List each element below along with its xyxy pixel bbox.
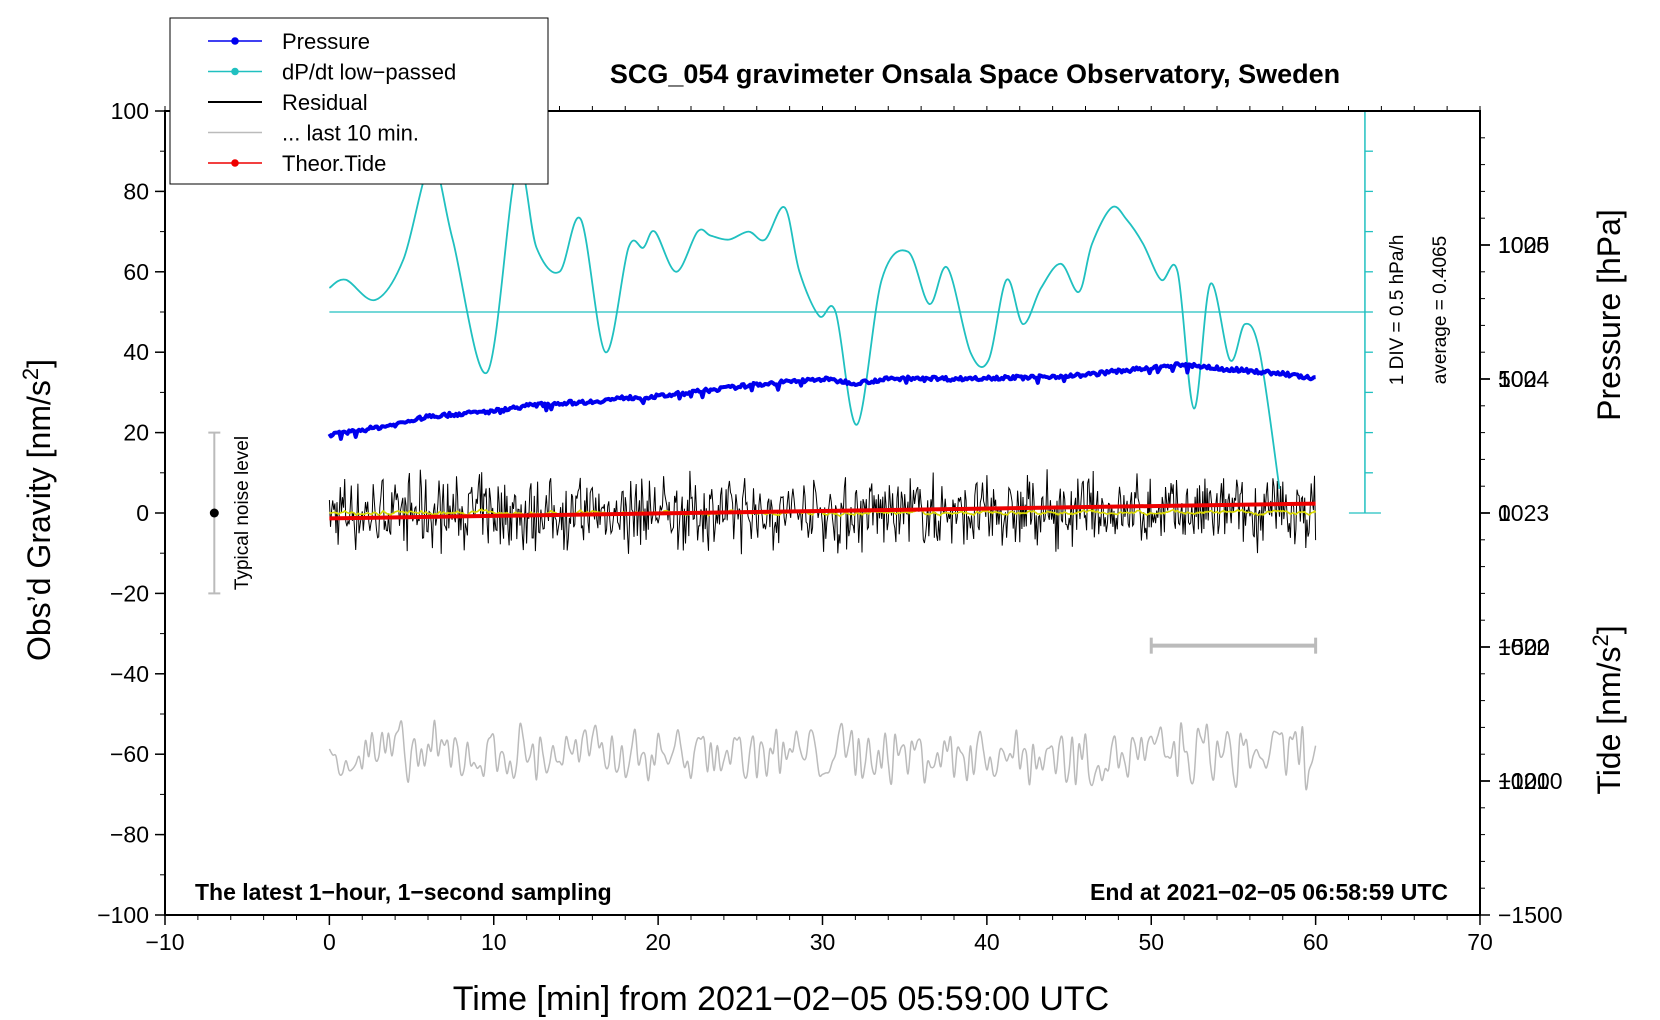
x-axis-label: Time [min] from 2021−02−05 05:59:00 UTC <box>453 980 1109 1018</box>
y-tick-label: −80 <box>110 822 149 848</box>
series-residual <box>328 469 1317 555</box>
y-tick-label: 60 <box>123 259 149 285</box>
x-tick-label: 70 <box>1467 929 1493 955</box>
tide-tick-label: 0 <box>1498 500 1511 526</box>
y-tick-label: 0 <box>136 500 149 526</box>
x-tick-label: 10 <box>481 929 507 955</box>
tide-tick-label: 1000 <box>1498 232 1549 258</box>
pressure-tick-label: 1022 <box>1498 634 1549 660</box>
annotation-sampling: The latest 1−hour, 1−second sampling <box>195 879 612 905</box>
pressure-tick-label: 1024 <box>1498 366 1549 392</box>
tide-tick-label: −1500 <box>1498 902 1563 928</box>
y-axis-label-tide: Tide [nm/s2] <box>1588 625 1627 794</box>
chart-title: SCG_054 gravimeter Onsala Space Observat… <box>610 59 1340 89</box>
pressure-tick-label: 1023 <box>1498 500 1549 526</box>
y-axis-label-pressure: Pressure [hPa] <box>1591 209 1627 421</box>
series-last-10-min <box>328 719 1317 791</box>
average-label: average = 0.4065 <box>1430 236 1451 384</box>
x-tick-label: 0 <box>323 929 336 955</box>
y-tick-label: 20 <box>123 420 149 446</box>
div-scale-label: 1 DIV = 0.5 hPa/h <box>1387 235 1408 386</box>
y-axis-label-gravity: Obs’d Gravity [nm/s2] <box>18 359 57 661</box>
legend: Pressure dP/dt low−passed Residual ... last… <box>169 17 549 185</box>
series-pressure <box>327 361 1316 441</box>
pressure-tick-label: 1025 <box>1498 232 1549 258</box>
legend-marker <box>231 37 239 45</box>
x-tick-label: 60 <box>1303 929 1329 955</box>
y-tick-label: −60 <box>110 741 149 767</box>
legend-label: ... last 10 min. <box>282 121 419 146</box>
y-tick-label: −20 <box>110 580 149 606</box>
annotation-end-time: End at 2021−02−05 06:58:59 UTC <box>1090 879 1448 905</box>
x-tick-label: 50 <box>1138 929 1164 955</box>
pressure-tick-label: 1021 <box>1498 768 1549 794</box>
x-tick-label: 30 <box>810 929 836 955</box>
legend-marker <box>231 159 239 167</box>
x-tick-label: 40 <box>974 929 1000 955</box>
x-tick-label: 20 <box>645 929 671 955</box>
series-theor-tide <box>329 501 1316 521</box>
y-tick-label: −40 <box>110 661 149 687</box>
legend-label: dP/dt low−passed <box>282 60 456 85</box>
tide-tick-label: −500 <box>1498 634 1550 660</box>
y-tick-label: 80 <box>123 178 149 204</box>
legend-label: Theor.Tide <box>282 151 386 176</box>
y-tick-label: 100 <box>111 98 149 124</box>
noise-level-label: Typical noise level <box>232 436 253 590</box>
tide-tick-label: 500 <box>1498 366 1536 392</box>
legend-marker <box>231 67 239 76</box>
tide-tick-label: −1000 <box>1498 768 1563 794</box>
legend-label: Pressure <box>282 29 370 54</box>
y-tick-label: −100 <box>97 902 149 928</box>
noise-level-center-dot <box>209 508 219 518</box>
axes: −10 0 10 20 30 40 50 60 70100806040200−20−40−60−… <box>97 98 1562 955</box>
legend-label: Residual <box>282 90 368 115</box>
x-tick-label: −10 <box>145 929 184 955</box>
y-tick-label: 40 <box>123 339 149 365</box>
